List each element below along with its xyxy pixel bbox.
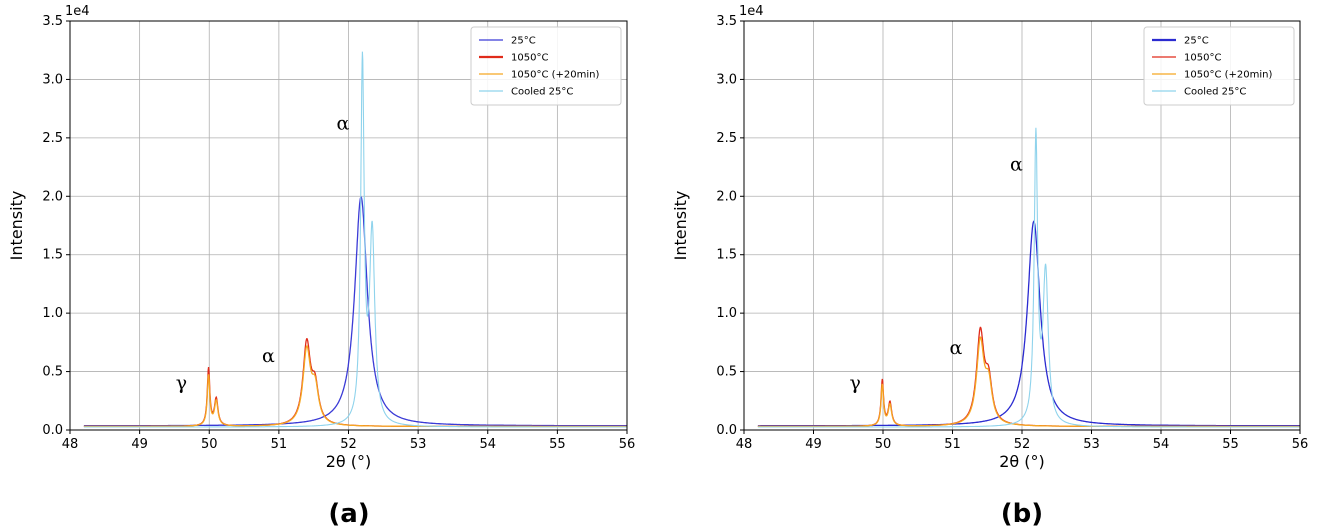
x-tick-label: 53 (410, 437, 427, 452)
x-tick-label: 51 (271, 437, 288, 452)
y-tick-label: 1.5 (716, 248, 737, 263)
axis-ticks: 48 49 50 51 52 53 54 55 56 0.0 0.5 1.0 1.5 2.0 2.5 3.0 3… (42, 14, 635, 452)
legend: 25°C 1050°C 1050°C (+20min) Cooled 25°C (1143, 26, 1295, 106)
x-tick-label: 52 (340, 437, 357, 452)
x-tick-label: 56 (1292, 437, 1309, 452)
peak-annotation: α (1010, 154, 1023, 176)
series-line-2 (757, 326, 1300, 428)
y-tick-label: 2.5 (42, 131, 63, 146)
legend-label: 1050°C (+20min) (1184, 70, 1272, 81)
x-tick-label: 48 (736, 437, 753, 452)
series-line-1 (83, 195, 627, 427)
x-tick-label: 55 (1222, 437, 1239, 452)
legend-label: 1050°C (511, 53, 548, 64)
panel-label: (a) (328, 499, 369, 529)
peak-annotation: γ (850, 372, 861, 394)
x-tick-label: 55 (549, 437, 566, 452)
legend-label: Cooled 25°C (511, 87, 573, 98)
x-tick-label: 54 (479, 437, 496, 452)
series-lines (757, 127, 1300, 428)
series-line-4 (757, 127, 1300, 428)
y-tick-label: 3.5 (42, 14, 63, 29)
chart-panel-1: 48 49 50 51 52 53 54 55 56 0.0 0.5 1.0 1.5 2.0 2.5 3.0 3… (7, 4, 635, 529)
legend: 25°C 1050°C 1050°C (+20min) Cooled 25°C (470, 26, 622, 106)
y-tick-label: 0.0 (42, 423, 63, 438)
panel-label: (b) (1001, 499, 1043, 529)
peak-annotation: α (262, 345, 275, 367)
y-tick-label: 1.5 (42, 248, 63, 263)
x-tick-label: 49 (131, 437, 148, 452)
legend-box (1143, 26, 1295, 106)
series-line-3 (757, 336, 1300, 428)
series-lines (83, 51, 627, 428)
series-line-2 (83, 338, 627, 428)
legend-label: 1050°C (+20min) (511, 70, 599, 81)
y-tick-label: 2.0 (42, 189, 63, 204)
legend-label: 25°C (1184, 36, 1209, 47)
y-tick-label: 0.5 (716, 365, 737, 380)
legend-label: 25°C (511, 36, 536, 47)
y-exponent-label: 1e4 (65, 4, 90, 19)
peak-annotation: α (950, 337, 963, 359)
chart-panel-2: 48 49 50 51 52 53 54 55 56 0.0 0.5 1.0 1.5 2.0 2.5 3.0 3… (671, 4, 1308, 529)
x-tick-label: 51 (944, 437, 961, 452)
x-axis-label: 2θ (°) (999, 452, 1045, 471)
peak-annotation: α (337, 113, 350, 135)
y-tick-label: 0.0 (716, 423, 737, 438)
x-tick-label: 53 (1083, 437, 1100, 452)
y-tick-label: 1.0 (42, 306, 63, 321)
y-tick-label: 0.5 (42, 365, 63, 380)
x-tick-label: 49 (805, 437, 822, 452)
x-tick-label: 54 (1153, 437, 1170, 452)
legend-label: 1050°C (1184, 53, 1221, 64)
y-axis-label: Intensity (671, 191, 690, 261)
axis-ticks: 48 49 50 51 52 53 54 55 56 0.0 0.5 1.0 1.5 2.0 2.5 3.0 3… (716, 14, 1308, 452)
y-tick-label: 1.0 (716, 306, 737, 321)
y-exponent-label: 1e4 (739, 4, 764, 19)
x-axis-label: 2θ (°) (326, 452, 372, 471)
x-tick-label: 56 (619, 437, 636, 452)
x-tick-label: 50 (201, 437, 218, 452)
legend-box (470, 26, 622, 106)
y-tick-label: 3.5 (716, 14, 737, 29)
y-tick-label: 3.0 (42, 72, 63, 87)
y-tick-label: 2.0 (716, 189, 737, 204)
series-line-4 (83, 51, 627, 428)
y-tick-label: 2.5 (716, 131, 737, 146)
x-tick-label: 52 (1014, 437, 1031, 452)
y-axis-label: Intensity (7, 191, 26, 261)
legend-label: Cooled 25°C (1184, 87, 1246, 98)
peak-annotation: γ (176, 372, 187, 394)
x-tick-label: 50 (875, 437, 892, 452)
x-tick-label: 48 (62, 437, 79, 452)
y-tick-label: 3.0 (716, 72, 737, 87)
